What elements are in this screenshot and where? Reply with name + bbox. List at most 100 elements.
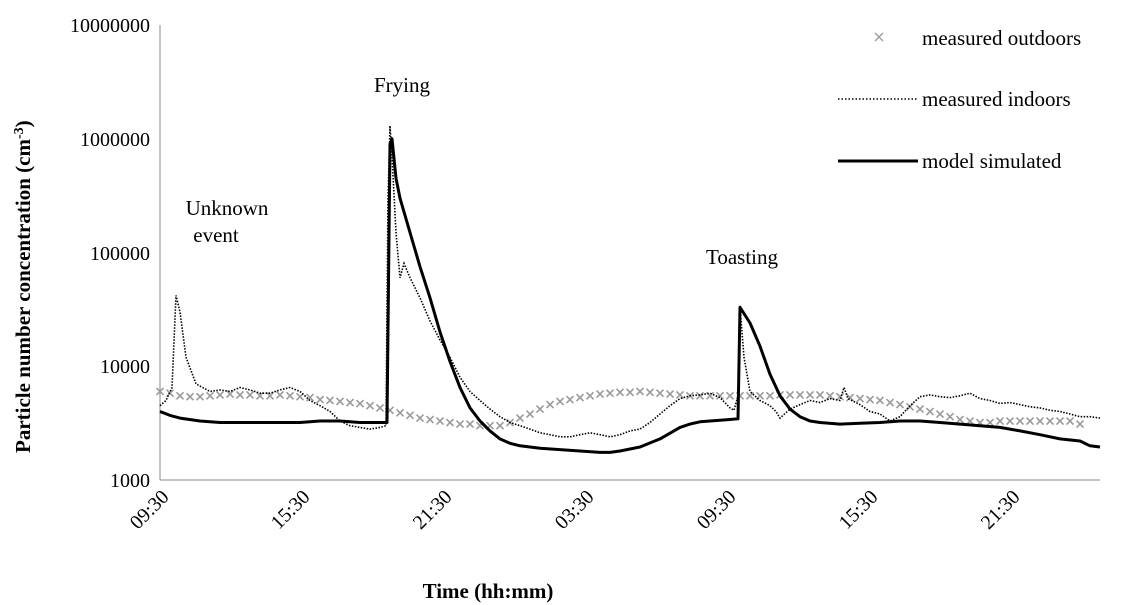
annotation-event: event — [193, 223, 239, 247]
y-tick-labels: 1000 10000 100000 1000000 10000000 — [70, 15, 150, 492]
point-measured-outdoors — [935, 409, 945, 419]
point-measured-outdoors — [365, 401, 375, 410]
point-measured-outdoors — [525, 409, 535, 419]
legend-label-indoors: measured indoors — [922, 87, 1071, 111]
point-measured-outdoors — [1025, 416, 1035, 426]
y-axis-title-close: ) — [11, 120, 35, 127]
y-tick-label: 10000000 — [70, 15, 150, 37]
point-measured-outdoors — [945, 412, 955, 421]
point-measured-outdoors — [215, 390, 225, 399]
point-measured-outdoors — [1065, 416, 1075, 426]
y-axis-title: Particle number concentration (cm-3) — [11, 120, 35, 453]
point-measured-outdoors — [225, 389, 235, 399]
point-measured-outdoors — [195, 392, 205, 401]
series-line-model-simulated — [159, 137, 1101, 454]
point-measured-outdoors — [675, 390, 685, 399]
y-tick-label: 1000000 — [80, 129, 150, 151]
annotation-frying: Frying — [374, 73, 431, 97]
legend: measured outdoors measured indoors model… — [838, 26, 1081, 173]
x-axis-title: Time (hh:mm) — [423, 579, 554, 603]
point-measured-outdoors — [185, 392, 195, 401]
point-measured-outdoors — [565, 395, 575, 404]
series-line-measured-indoors — [159, 125, 1101, 438]
point-measured-outdoors — [865, 395, 875, 404]
point-measured-outdoors — [1045, 416, 1055, 426]
point-measured-outdoors — [545, 400, 555, 409]
x-tick-label: 15:30 — [835, 486, 883, 534]
point-measured-outdoors — [635, 387, 645, 396]
y-tick-label: 10000 — [100, 356, 150, 378]
point-measured-outdoors — [1075, 420, 1085, 429]
point-measured-outdoors — [235, 390, 245, 399]
point-measured-outdoors — [915, 405, 925, 414]
y-tick-label: 100000 — [90, 243, 150, 265]
point-measured-outdoors — [175, 391, 185, 400]
point-measured-outdoors — [455, 420, 465, 429]
point-measured-outdoors — [615, 388, 625, 397]
point-measured-outdoors — [665, 389, 675, 399]
point-measured-outdoors — [515, 414, 525, 423]
point-measured-outdoors — [395, 408, 405, 417]
point-measured-outdoors — [695, 391, 705, 400]
point-measured-outdoors — [725, 391, 735, 400]
y-axis-title-main: Particle number concentration (cm — [11, 139, 35, 453]
point-measured-outdoors — [745, 391, 755, 400]
point-measured-outdoors — [155, 387, 165, 396]
point-measured-outdoors — [285, 391, 295, 400]
point-measured-outdoors — [1005, 416, 1015, 426]
point-measured-outdoors — [1015, 416, 1025, 426]
point-measured-outdoors — [925, 407, 935, 416]
x-tick-label: 21:30 — [409, 486, 457, 534]
point-measured-outdoors — [375, 403, 385, 413]
point-measured-outdoors — [205, 391, 215, 400]
point-measured-outdoors — [325, 396, 335, 405]
point-measured-outdoors — [585, 391, 595, 400]
point-measured-outdoors — [555, 397, 565, 406]
point-measured-outdoors — [1055, 416, 1065, 426]
point-measured-outdoors — [785, 390, 795, 399]
x-tick-label: 09:30 — [693, 486, 741, 534]
annotation-toasting: Toasting — [706, 245, 779, 269]
point-measured-outdoors — [885, 398, 895, 407]
point-measured-outdoors — [265, 391, 275, 400]
point-measured-outdoors — [955, 415, 965, 424]
legend-label-model: model simulated — [922, 149, 1062, 173]
point-measured-outdoors — [575, 393, 585, 402]
point-measured-outdoors — [305, 393, 315, 402]
point-measured-outdoors — [895, 400, 905, 409]
point-measured-outdoors — [715, 391, 725, 400]
x-tick-label: 15:30 — [267, 486, 315, 534]
point-measured-outdoors — [345, 398, 355, 407]
point-measured-outdoors — [995, 416, 1005, 426]
point-measured-outdoors — [335, 397, 345, 406]
point-measured-outdoors — [605, 389, 615, 398]
point-measured-outdoors — [595, 389, 605, 399]
point-measured-outdoors — [765, 391, 775, 400]
point-measured-outdoors — [425, 415, 435, 424]
legend-label-outdoors: measured outdoors — [922, 26, 1081, 50]
x-tick-labels: 09:30 15:30 21:30 03:30 09:30 15:30 21:3… — [126, 486, 1025, 534]
point-measured-outdoors — [625, 388, 635, 397]
point-measured-outdoors — [275, 390, 285, 399]
point-measured-outdoors — [495, 421, 505, 430]
point-measured-outdoors — [255, 391, 265, 400]
point-measured-outdoors — [315, 395, 325, 404]
x-tick-label: 03:30 — [551, 486, 599, 534]
point-measured-outdoors — [815, 390, 825, 399]
x-tick-label: 21:30 — [977, 486, 1025, 534]
point-measured-outdoors — [825, 391, 835, 400]
point-measured-outdoors — [245, 390, 255, 399]
point-measured-outdoors — [405, 411, 415, 420]
point-measured-outdoors — [805, 390, 815, 399]
y-axis-title-sup: -3 — [12, 127, 27, 139]
x-tick-label: 09:30 — [126, 486, 174, 534]
point-measured-outdoors — [835, 392, 845, 401]
legend-marker-outdoors — [874, 32, 884, 42]
point-measured-outdoors — [1035, 416, 1045, 426]
point-measured-outdoors — [875, 396, 885, 405]
point-measured-outdoors — [435, 416, 445, 426]
point-measured-outdoors — [855, 394, 865, 403]
annotation-unknown: Unknown — [186, 196, 269, 220]
point-measured-outdoors — [795, 390, 805, 399]
